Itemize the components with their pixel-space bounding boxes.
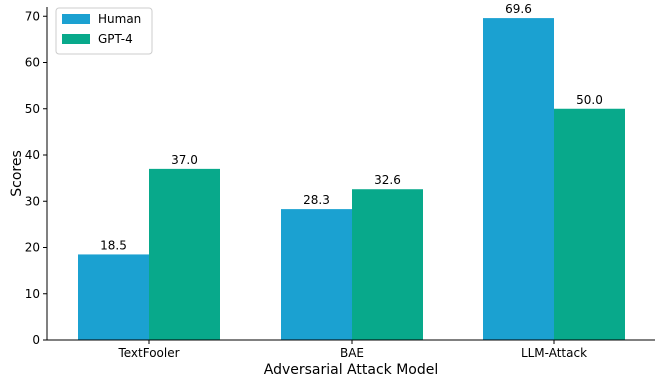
- legend-label-human: Human: [98, 12, 141, 26]
- data-labels-group: 18.5 37.0 28.3 32.6 69.6 50.0: [100, 2, 603, 252]
- x-tick-label: TextFooler: [117, 346, 179, 360]
- data-label: 28.3: [303, 193, 330, 207]
- y-tick-label: 70: [25, 9, 40, 23]
- x-tick-label: LLM-Attack: [521, 346, 587, 360]
- y-tick-label: 50: [25, 102, 40, 116]
- legend: Human GPT-4: [55, 7, 153, 55]
- bar-gpt-4-bae: [352, 189, 423, 340]
- y-ticks-group: 0 10 20 30 40 50 60 70: [25, 9, 47, 347]
- bar-human-llm-attack: [483, 18, 554, 340]
- x-ticks-group: TextFooler BAE LLM-Attack: [117, 340, 587, 360]
- data-label: 37.0: [171, 153, 198, 167]
- data-label: 18.5: [100, 238, 127, 252]
- legend-label-gpt-4: GPT-4: [98, 32, 133, 46]
- y-axis-title: Scores: [9, 150, 25, 197]
- legend-swatch-gpt-4: [62, 34, 90, 44]
- y-tick-label: 0: [32, 333, 40, 347]
- legend-swatch-human: [62, 14, 90, 24]
- y-tick-label: 20: [25, 241, 40, 255]
- data-label: 69.6: [505, 2, 532, 16]
- y-tick-label: 10: [25, 287, 40, 301]
- y-tick-label: 30: [25, 194, 40, 208]
- y-tick-label: 60: [25, 56, 40, 70]
- bars-group: [78, 18, 625, 340]
- bar-human-bae: [281, 209, 352, 340]
- data-label: 32.6: [374, 173, 401, 187]
- x-axis-title: Adversarial Attack Model: [264, 362, 439, 378]
- bar-human-textfooler: [78, 254, 149, 340]
- bar-gpt-4-llm-attack: [554, 108, 625, 340]
- x-tick-label: BAE: [340, 346, 364, 360]
- bar-gpt-4-textfooler: [149, 168, 220, 340]
- y-tick-label: 40: [25, 148, 40, 162]
- data-label: 50.0: [576, 93, 603, 107]
